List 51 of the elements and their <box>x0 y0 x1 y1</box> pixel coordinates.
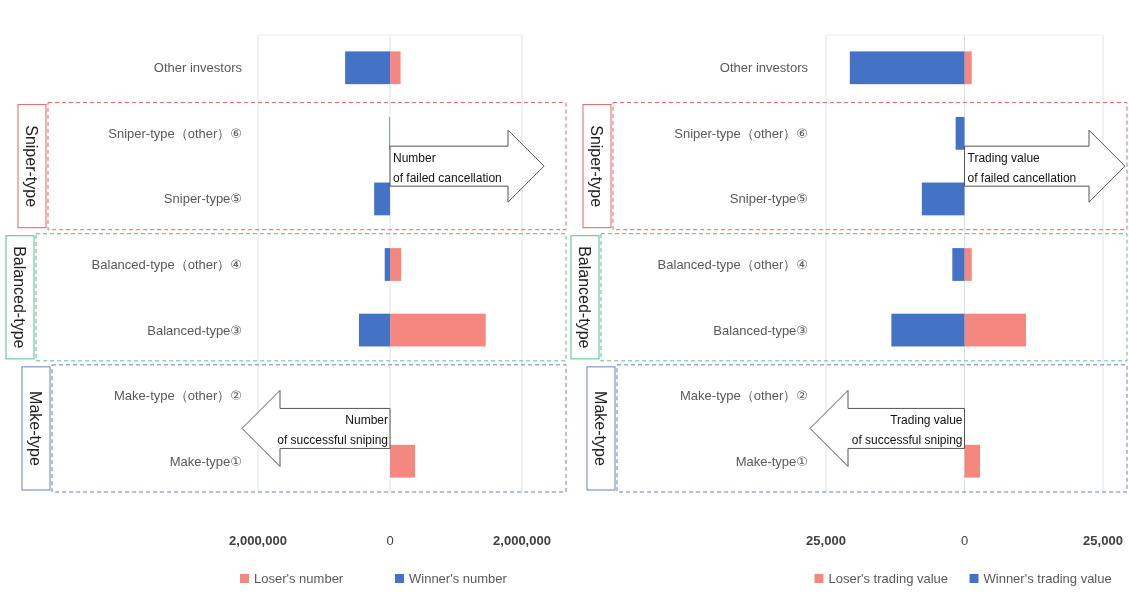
x-tick-label: 2,000,000 <box>493 533 551 548</box>
bar <box>964 444 981 478</box>
y-tick-label: Balanced-type③ <box>147 322 242 338</box>
y-tick-label: Other investors <box>719 60 809 76</box>
bar <box>358 313 390 347</box>
bar <box>964 51 972 85</box>
x-tick-label: 2,000,000 <box>229 533 287 548</box>
y-tick-label: Other investors <box>153 60 243 76</box>
bar <box>964 248 972 281</box>
bar <box>964 313 1026 347</box>
y-tick-label: Balanced-type（other）④ <box>91 257 242 273</box>
y-tick-label: Balanced-type（other）④ <box>657 257 808 273</box>
x-tick-label: 25,000 <box>1083 533 1123 548</box>
bar <box>390 313 486 347</box>
y-tick-label: Sniper-type（other）⑥ <box>674 125 808 141</box>
bar <box>390 51 401 85</box>
bar <box>384 248 390 281</box>
x-tick-label: 25,000 <box>806 533 846 548</box>
bar <box>390 444 416 478</box>
bar <box>390 248 402 281</box>
bar <box>374 182 390 216</box>
y-tick-label: Make-type① <box>735 453 808 469</box>
bar <box>955 116 965 150</box>
bar <box>849 51 965 85</box>
text: Make-type <box>27 391 45 466</box>
annotation: Trading value of successful sniping <box>851 413 963 448</box>
y-tick-label: Make-type（other）② <box>114 388 242 404</box>
text: Sniper-type <box>588 125 606 208</box>
text: Sniper-type <box>23 125 41 208</box>
legend-label: Loser's number <box>254 571 344 586</box>
y-tick-label: Sniper-type⑤ <box>163 191 242 207</box>
legend-label: Winner's number <box>409 571 508 586</box>
annotation: Number of failed cancellation <box>393 151 502 186</box>
y-tick-label: Balanced-type③ <box>713 322 808 338</box>
y-tick-label: Sniper-type（other）⑥ <box>108 125 242 141</box>
legend-label: Winner's trading value <box>983 571 1112 586</box>
y-tick-label: Make-type（other）② <box>680 388 808 404</box>
bar <box>345 51 390 85</box>
bar <box>921 182 965 216</box>
bar <box>891 313 965 347</box>
x-tick-label: 0 <box>386 533 394 548</box>
text: Balanced-type <box>11 246 29 349</box>
y-tick-label: Make-type① <box>169 453 242 469</box>
text: Balanced-type <box>576 246 594 349</box>
bar <box>952 248 965 281</box>
annotation: Trading value of failed cancellation <box>967 151 1077 186</box>
y-tick-label: Sniper-type⑤ <box>729 191 808 207</box>
annotation: Number of successful sniping <box>277 413 388 448</box>
legend-label: Loser's trading value <box>828 571 949 586</box>
text: Make-type <box>592 391 610 466</box>
x-tick-label: 0 <box>960 533 969 548</box>
